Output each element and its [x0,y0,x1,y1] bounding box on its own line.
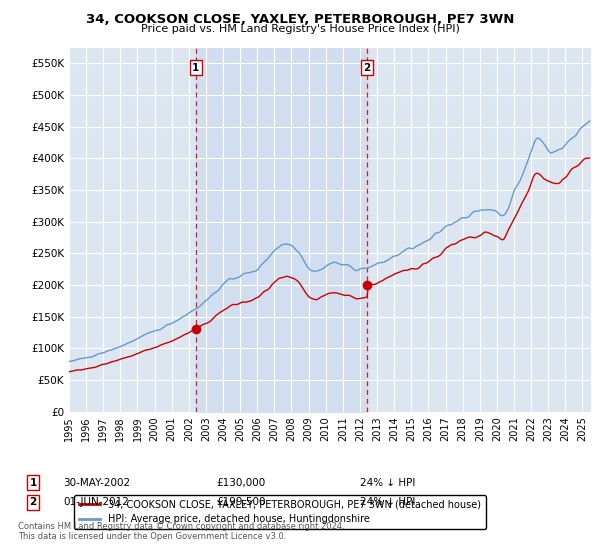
Text: 2: 2 [364,63,371,73]
Text: 01-JUN-2012: 01-JUN-2012 [63,497,129,507]
Text: £130,000: £130,000 [216,478,265,488]
Text: Contains HM Land Registry data © Crown copyright and database right 2024.: Contains HM Land Registry data © Crown c… [18,522,344,531]
Legend: 34, COOKSON CLOSE, YAXLEY, PETERBOROUGH, PE7 3WN (detached house), HPI: Average : 34, COOKSON CLOSE, YAXLEY, PETERBOROUGH,… [74,494,486,529]
Text: 30-MAY-2002: 30-MAY-2002 [63,478,130,488]
Text: 24% ↓ HPI: 24% ↓ HPI [360,497,415,507]
Text: 2: 2 [29,497,37,507]
Text: 1: 1 [29,478,37,488]
Text: 1: 1 [192,63,199,73]
Text: 34, COOKSON CLOSE, YAXLEY, PETERBOROUGH, PE7 3WN: 34, COOKSON CLOSE, YAXLEY, PETERBOROUGH,… [86,13,514,26]
Text: Price paid vs. HM Land Registry's House Price Index (HPI): Price paid vs. HM Land Registry's House … [140,24,460,34]
Text: £199,500: £199,500 [216,497,265,507]
Text: This data is licensed under the Open Government Licence v3.0.: This data is licensed under the Open Gov… [18,532,286,541]
Text: 24% ↓ HPI: 24% ↓ HPI [360,478,415,488]
